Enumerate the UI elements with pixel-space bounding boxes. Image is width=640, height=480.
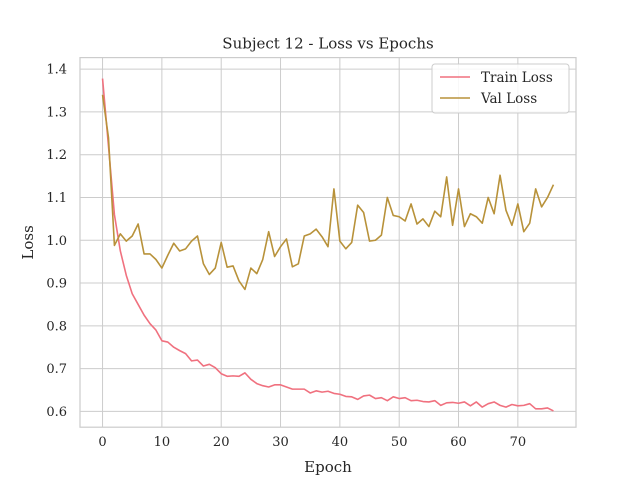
grid-lines <box>80 57 576 428</box>
x-tick-label: 70 <box>510 435 527 450</box>
y-tick-label: 1.3 <box>46 105 67 120</box>
x-tick-label: 40 <box>332 435 349 450</box>
y-tick-label: 0.9 <box>46 277 67 292</box>
x-tick-label: 50 <box>391 435 408 450</box>
x-tick-label: 10 <box>154 435 171 450</box>
series-line-train-loss <box>101 78 554 412</box>
y-tick-label: 1.4 <box>46 63 67 78</box>
y-axis-label: Loss <box>19 225 37 259</box>
legend: Train Loss Val Loss <box>431 63 570 114</box>
x-tick-label: 30 <box>272 435 289 450</box>
x-tick-label: 0 <box>98 435 106 450</box>
series-lines <box>101 78 555 412</box>
series-line-val-loss <box>101 94 555 291</box>
y-tick-label: 1.1 <box>46 191 67 206</box>
chart-title: Subject 12 - Loss vs Epochs <box>222 35 433 53</box>
x-tick-label: 60 <box>450 435 467 450</box>
legend-label-val-loss: Val Loss <box>480 91 537 107</box>
tick-labels: 0 10 20 30 40 50 60 70 0.6 0.7 0.8 0.9 1.0 1.1 1.2 1.3 1… <box>46 63 526 451</box>
y-tick-label: 1.2 <box>46 148 67 163</box>
y-tick-label: 0.8 <box>46 319 67 334</box>
y-tick-label: 0.7 <box>46 362 67 377</box>
legend-label-train-loss: Train Loss <box>481 70 553 86</box>
y-tick-label: 1.0 <box>46 234 67 249</box>
y-tick-label: 0.6 <box>46 405 67 420</box>
x-tick-label: 20 <box>213 435 230 450</box>
x-axis-label: Epoch <box>304 458 352 476</box>
